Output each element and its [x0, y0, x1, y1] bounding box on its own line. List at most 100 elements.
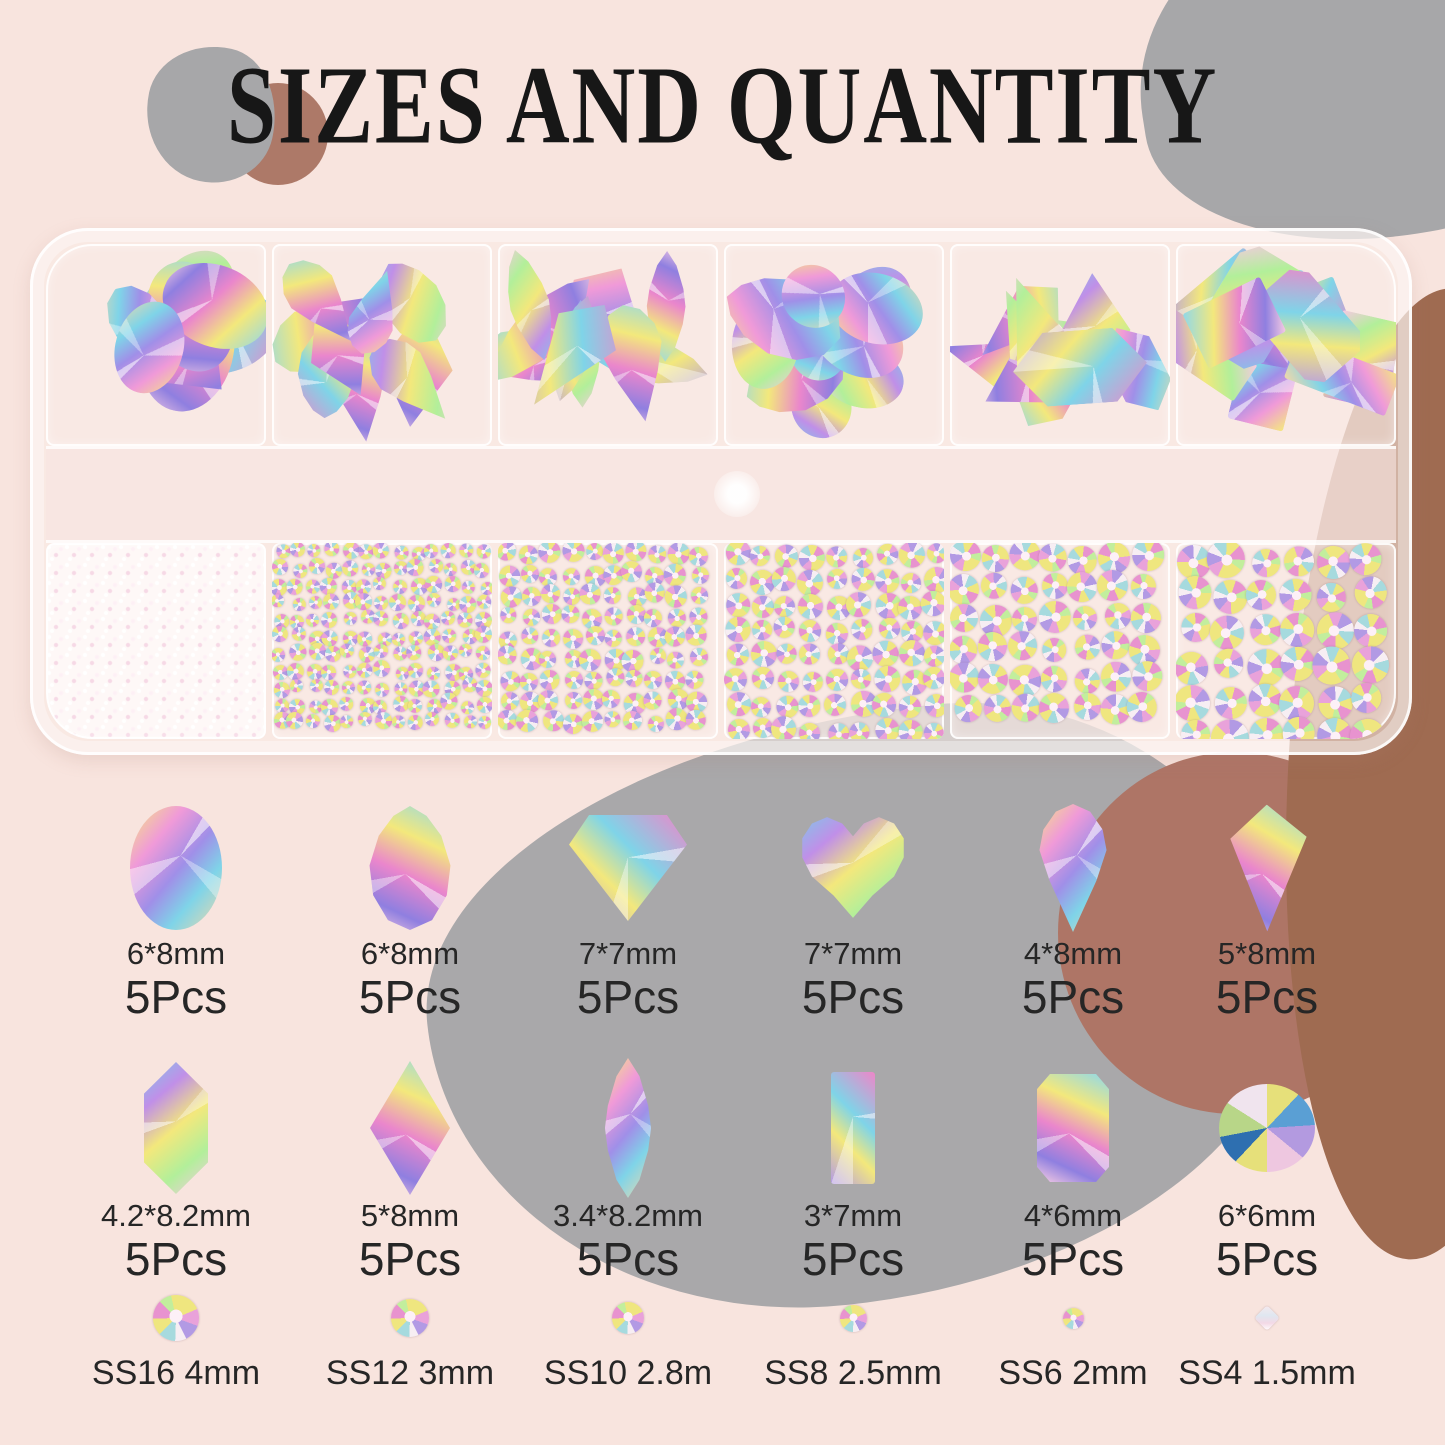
round-rhinestone-icon: [456, 611, 475, 630]
round-rhinestone-icon: [1347, 640, 1395, 688]
round-rhinestone-icon: [623, 543, 648, 563]
gem-spec-heart: 7*7mm 5Pcs: [753, 800, 953, 1020]
gem-size-label: 6*8mm: [126, 936, 226, 971]
round-rhinestone-icon: [407, 662, 423, 678]
round-rhinestone-icon: [285, 577, 304, 596]
round-rhinestone-icon: [1207, 643, 1249, 684]
gem-spec-pear: 6*8mm 5Pcs: [310, 800, 510, 1020]
round-rhinestone-icon: [463, 713, 478, 729]
round-rhinestone-icon: [290, 595, 309, 614]
gem-spec-drop: 4*8mm 5Pcs: [973, 800, 1173, 1020]
round-rhinestone-icon: [519, 672, 539, 692]
round-rhinestone-icon: [839, 1304, 867, 1332]
round-rhinestone-icon: [558, 543, 589, 567]
round-rhinestone-icon: [643, 669, 663, 689]
round-rhinestone-icon: [872, 664, 902, 694]
round-rhinestone-icon: [374, 711, 394, 731]
round-rhinestone-icon: [557, 601, 583, 627]
round-rhinestone-icon: [390, 714, 406, 730]
round-rhinestone-icon: [323, 543, 340, 557]
round-rhinestone-icon: [1346, 678, 1386, 718]
round-rhinestone-icon: [425, 591, 442, 608]
round-rhinestone-icon: [519, 584, 544, 610]
gem-size-label: 4*6mm: [1023, 1198, 1123, 1233]
round-rhinestone-icon: [1178, 717, 1213, 739]
round-rhinestone-icon: [1126, 656, 1167, 697]
round-rhinestone-icon: [801, 670, 824, 693]
round-rhinestone-icon: [322, 713, 343, 734]
baguette-gem-icon: [831, 1072, 875, 1184]
gem-size-label: 4.2*8.2mm: [101, 1198, 251, 1233]
round-rhinestone-icon: [318, 609, 340, 631]
round-rhinestone-icon: [458, 698, 477, 717]
gem-size-label: 7*7mm: [578, 936, 678, 971]
round-rhinestone-icon: [851, 618, 873, 640]
round-rhinestone-icon: [534, 686, 562, 714]
round-rhinestone-icon: [748, 694, 773, 720]
round-rhinestone-icon: [1073, 633, 1102, 662]
gem-spec-rhombus: 5*8mm 5Pcs: [310, 1058, 510, 1282]
heart-gem-icon: [802, 817, 904, 918]
round-rhinestone-icon: [426, 666, 441, 680]
round-rhinestone-icon: [1180, 612, 1211, 644]
round-rhinestone-icon: [303, 711, 322, 730]
round-rhinestone-icon: [773, 639, 801, 668]
gem-spec-marquise: 3.4*8.2mm 5Pcs: [528, 1058, 728, 1282]
round-rhinestone-icon: [897, 717, 925, 739]
round-rhinestone-icon: [876, 614, 903, 642]
round-rhinestone-icon: [797, 694, 821, 718]
round-rhinestone-icon: [1347, 716, 1387, 739]
round-rhinestone-icon: [370, 657, 393, 680]
case-center-divider: [46, 446, 1396, 543]
round-rhinestone-icon: [354, 659, 375, 681]
round-rhinestone-icon: [428, 558, 444, 574]
round-rhinestone-icon: [1038, 634, 1070, 666]
round-rhinestone-icon: [1005, 572, 1043, 610]
pointed-drop-gem-icon: [1039, 804, 1107, 932]
round-rhinestone-icon: [922, 543, 944, 568]
round-rhinestone-icon: [683, 707, 708, 732]
round-rhinestone-icon: [539, 626, 563, 649]
round-rhinestone-icon: [1062, 1307, 1084, 1329]
tiny-diamond-rhinestone-icon: [1254, 1305, 1280, 1331]
gem-spec-oval: 6*8mm 5Pcs: [76, 800, 276, 1020]
gem-size-label: 5*8mm: [360, 1198, 460, 1233]
gem-qty-label: 5Pcs: [576, 971, 680, 1023]
gem-size-label: 6*6mm: [1217, 1198, 1317, 1233]
round-rhinestone-icon: [770, 613, 800, 643]
round-rhinestone-icon: [1126, 543, 1170, 577]
gem-spec-kite: 5*8mm 5Pcs: [1167, 800, 1367, 1020]
round-rhinestone-icon: [827, 722, 850, 739]
round-rhinestone-icon: [1125, 597, 1167, 639]
round-rhinestone-icon: [1273, 573, 1318, 617]
round-rhinestone-icon: [1009, 604, 1039, 634]
round-rhinestone-icon: [921, 720, 944, 739]
flatback-size-label: SS4 1.5mm: [1178, 1354, 1356, 1392]
round-rhinestone-icon: [343, 611, 358, 625]
round-rhinestone-icon: [822, 665, 852, 695]
round-rhinestone-icon: [1348, 570, 1393, 616]
round-rhinestone-icon: [538, 669, 560, 691]
round-rhinestone-icon: [1316, 612, 1355, 651]
kite-gem-icon: [1218, 801, 1317, 935]
round-rhinestone-icon: [338, 556, 362, 580]
round-rhinestone-icon: [405, 712, 425, 732]
round-rhinestone-icon: [1122, 687, 1162, 726]
gem-size-label: 3*7mm: [803, 1198, 903, 1233]
flatback-spec-ss10: SS10 2.8m: [528, 1290, 728, 1392]
round-rhinestone-icon: [540, 602, 563, 625]
round-rhinestone-icon: [456, 543, 476, 561]
round-rhinestone-icon: [600, 543, 626, 566]
gem-qty-label: 5Pcs: [1021, 1233, 1125, 1285]
gem-size-label: 6*8mm: [360, 936, 460, 971]
case-compartment-shapes-5: [950, 244, 1170, 446]
round-rhinestone-icon: [498, 644, 519, 667]
round-rhinestone-icon: [601, 707, 625, 731]
round-rhinestone-icon: [338, 696, 355, 713]
round-rhinestone-icon: [1247, 544, 1284, 581]
round-rhinestone-icon: [982, 692, 1013, 723]
round-rhinestone-icon: [562, 689, 586, 712]
round-rhinestone-icon: [603, 585, 623, 605]
round-rhinestone-icon: [848, 721, 871, 739]
